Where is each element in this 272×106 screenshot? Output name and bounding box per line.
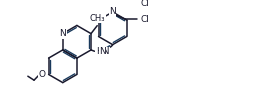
Text: N: N: [99, 47, 106, 56]
Text: Cl: Cl: [140, 15, 149, 24]
Text: O: O: [38, 70, 45, 79]
Text: N: N: [59, 29, 66, 38]
Text: CH₃: CH₃: [90, 14, 105, 23]
Text: Cl: Cl: [140, 0, 149, 8]
Text: HN: HN: [96, 47, 109, 56]
Text: N: N: [109, 8, 116, 17]
